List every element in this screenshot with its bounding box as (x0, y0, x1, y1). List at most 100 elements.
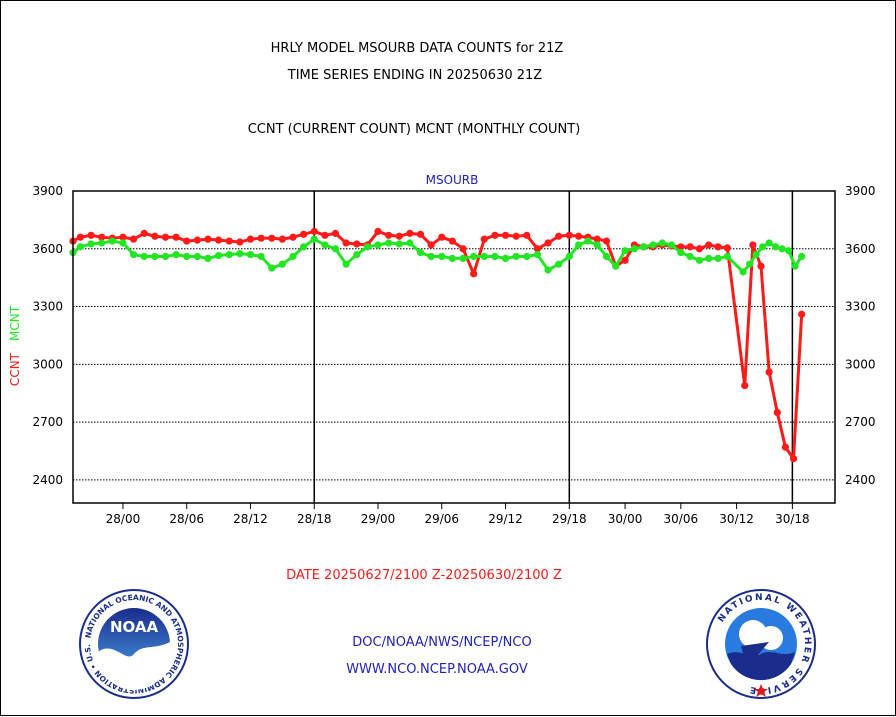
website-link[interactable]: WWW.NCO.NCEP.NOAA.GOV (346, 662, 528, 677)
data-point-ccnt (480, 235, 488, 243)
data-point-mcnt (108, 237, 116, 245)
xtick-label: 28/06 (169, 512, 204, 526)
grid-lines (73, 191, 835, 503)
data-point-ccnt (575, 232, 583, 240)
data-point-ccnt (723, 244, 731, 252)
data-point-ccnt (555, 232, 563, 240)
plot-frame (72, 190, 836, 504)
axes: 2400 2400 2700 2700 3000 3000 3300 3300 3600 3600… (32, 184, 875, 526)
data-point-mcnt (395, 240, 403, 248)
data-point-ccnt (491, 231, 499, 239)
data-point-ccnt (523, 231, 531, 239)
data-point-ccnt (87, 231, 95, 239)
org-path-link[interactable]: DOC/NOAA/NWS/NCEP/NCO (352, 635, 531, 650)
series-line-ccnt (72, 229, 804, 461)
data-point-ccnt (448, 237, 457, 245)
data-point-mcnt (448, 254, 457, 263)
data-point-ccnt (193, 236, 201, 244)
data-point-ccnt (459, 245, 467, 253)
data-point-mcnt (584, 237, 592, 245)
data-point-mcnt (236, 249, 244, 258)
data-point-ccnt (544, 239, 552, 247)
data-point-mcnt (555, 260, 563, 268)
data-point-ccnt (621, 256, 629, 264)
data-point-mcnt (695, 256, 704, 264)
data-point-ccnt (300, 230, 308, 238)
data-point-mcnt (214, 251, 223, 260)
data-point-ccnt (374, 227, 382, 236)
xtick-label: 29/00 (361, 512, 396, 526)
data-point-mcnt (427, 252, 435, 261)
data-point-mcnt (649, 241, 657, 249)
data-point-ccnt (225, 237, 233, 245)
xtick-label: 30/12 (719, 512, 754, 526)
data-point-mcnt (300, 243, 308, 251)
data-point-mcnt (416, 249, 425, 257)
data-point-mcnt (76, 243, 85, 251)
data-point-ccnt (183, 237, 191, 245)
data-point-mcnt (151, 252, 159, 261)
data-point-ccnt (593, 235, 601, 243)
data-point-mcnt (183, 252, 191, 261)
data-point-mcnt (98, 239, 106, 247)
data-point-ccnt (268, 234, 276, 242)
xtick-label: 29/06 (424, 512, 459, 526)
data-point-ccnt (161, 233, 170, 241)
data-point-ccnt (289, 233, 297, 241)
chart-subtitle: CCNT (CURRENT COUNT) MCNT (MONTHLY COUNT… (248, 122, 581, 137)
data-point-mcnt (331, 245, 340, 253)
ytick-label-right: 3300 (845, 300, 876, 314)
data-point-ccnt (321, 231, 329, 239)
data-point-mcnt (658, 239, 666, 247)
ytick-label-left: 2400 (32, 473, 63, 487)
data-point-ccnt (749, 241, 757, 249)
data-point-ccnt (512, 232, 520, 240)
data-point-mcnt (321, 241, 329, 249)
data-point-ccnt (140, 229, 148, 237)
data-point-mcnt (129, 250, 138, 259)
data-point-mcnt (459, 254, 467, 263)
noaa-logo: NATIONAL OCEANIC AND ATMOSPHERIC ADMINIS… (79, 589, 189, 699)
data-point-mcnt (612, 262, 620, 270)
data-point-mcnt (621, 247, 629, 255)
data-point-mcnt (705, 254, 713, 263)
series-label: MSOURB (426, 173, 479, 187)
ytick-label-right: 3900 (845, 184, 876, 198)
data-point-mcnt (544, 266, 552, 274)
data-point-ccnt (236, 238, 244, 246)
data-point-ccnt (714, 243, 722, 251)
data-point-mcnt (438, 252, 446, 261)
ytick-label-right: 2400 (845, 473, 876, 487)
ytick-label-right: 2700 (845, 415, 876, 429)
data-point-ccnt (119, 233, 127, 241)
xtick-label: 28/18 (297, 512, 332, 526)
xtick-label: 29/18 (552, 512, 587, 526)
data-point-mcnt (772, 243, 780, 251)
data-point-ccnt (353, 240, 361, 248)
ytick-label-left: 3300 (32, 300, 63, 314)
data-point-ccnt (257, 234, 265, 242)
chart-title-line2: TIME SERIES ENDING IN 20250630 21Z (287, 68, 543, 83)
data-point-mcnt (512, 252, 520, 261)
data-point-mcnt (257, 252, 265, 261)
data-point-ccnt (602, 237, 611, 245)
data-point-mcnt (140, 252, 148, 261)
data-point-mcnt (374, 241, 382, 249)
data-point-ccnt (331, 229, 340, 237)
data-point-mcnt (278, 260, 286, 268)
data-point-mcnt (765, 239, 773, 247)
data-point-mcnt (161, 252, 170, 261)
data-point-ccnt (533, 245, 542, 253)
data-point-mcnt (533, 250, 542, 259)
xtick-label: 28/00 (106, 512, 141, 526)
data-point-ccnt (204, 235, 212, 243)
data-point-mcnt (746, 260, 754, 268)
data-point-ccnt (773, 408, 781, 417)
data-point-mcnt (289, 252, 297, 261)
data-point-mcnt (480, 252, 488, 261)
data-point-ccnt (695, 245, 704, 253)
data-point-ccnt (214, 236, 223, 244)
data-point-mcnt (204, 254, 212, 263)
ytick-label-left: 3900 (32, 184, 63, 198)
